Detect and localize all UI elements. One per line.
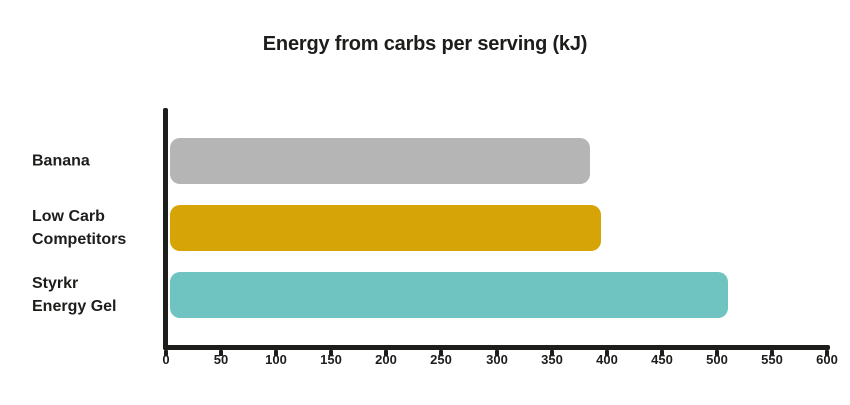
- x-axis-tick-600: [825, 350, 829, 356]
- y-axis-label-low-carb-competitors: Low Carb Competitors: [32, 208, 127, 248]
- x-axis-tick-250: [439, 350, 443, 356]
- x-axis-tick-label-550: 550: [761, 352, 783, 367]
- x-axis-tick-label-450: 450: [651, 352, 673, 367]
- x-axis-tick-label-600: 600: [816, 352, 838, 367]
- x-axis-line: [163, 345, 830, 350]
- bar-low-carb-competitors: [170, 205, 601, 251]
- bar-banana: [170, 138, 590, 184]
- bar-styrkr-energy-gel: [170, 272, 728, 318]
- x-axis-tick-50: [219, 350, 223, 356]
- x-axis-tick-400: [605, 350, 609, 356]
- x-axis-tick-150: [329, 350, 333, 356]
- x-axis-tick-200: [384, 350, 388, 356]
- y-axis-line: [163, 108, 168, 350]
- x-axis-tick-label-150: 150: [320, 352, 342, 367]
- x-axis-tick-100: [274, 350, 278, 356]
- y-axis-label-banana: Banana: [32, 152, 90, 170]
- x-axis-tick-350: [550, 350, 554, 356]
- x-axis-tick-label-400: 400: [596, 352, 618, 367]
- y-axis-label-styrkr-energy-gel: Styrkr Energy Gel: [32, 275, 117, 315]
- x-axis-tick-550: [770, 350, 774, 356]
- x-axis-tick-label-300: 300: [486, 352, 508, 367]
- x-axis-tick-label-350: 350: [541, 352, 563, 367]
- x-axis-tick-label-500: 500: [706, 352, 728, 367]
- x-axis-tick-label-50: 50: [213, 352, 229, 367]
- x-axis-tick-label-250: 250: [430, 352, 452, 367]
- chart-title: Energy from carbs per serving (kJ): [262, 33, 588, 55]
- x-axis-tick-450: [660, 350, 664, 356]
- x-axis-tick-300: [495, 350, 499, 356]
- x-axis-tick-label-0: 0: [162, 352, 170, 367]
- x-axis-tick-label-100: 100: [265, 352, 287, 367]
- x-axis-tick-label-200: 200: [375, 352, 397, 367]
- x-axis-tick-0: [164, 350, 168, 356]
- x-axis-tick-500: [715, 350, 719, 356]
